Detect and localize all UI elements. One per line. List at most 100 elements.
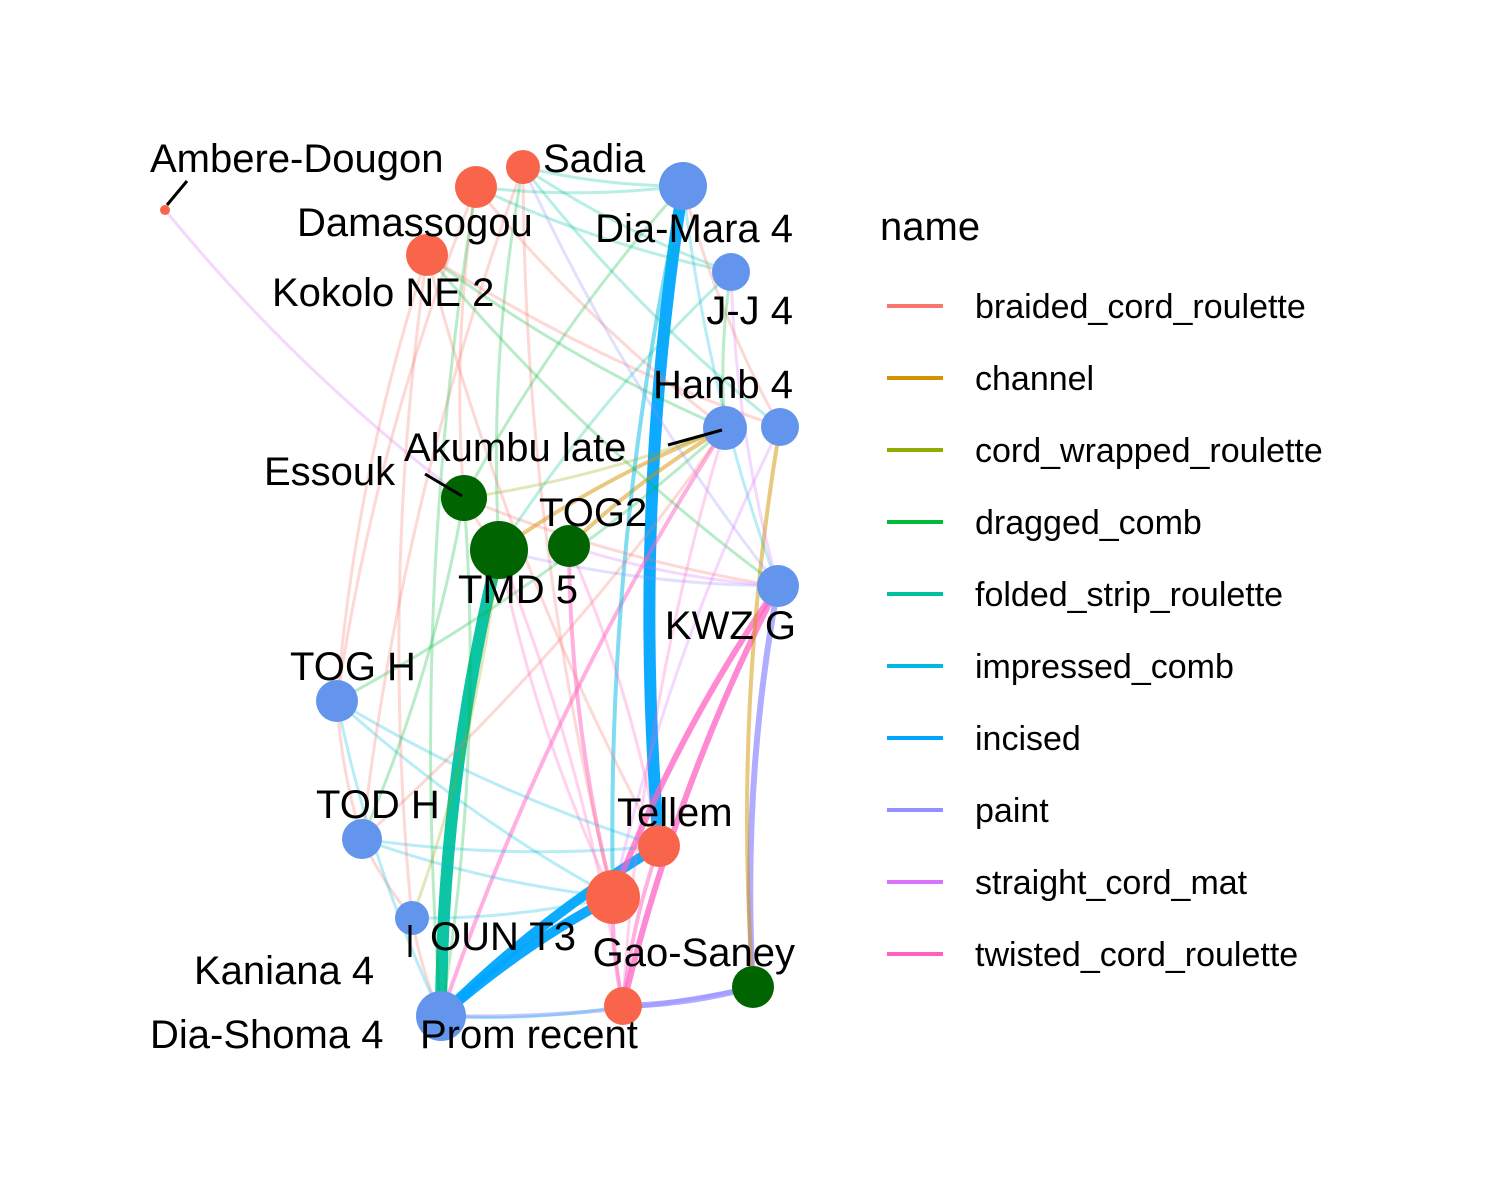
edge-hamb4-oun bbox=[611, 425, 782, 899]
edge-tmd5-oun bbox=[497, 548, 615, 899]
legend-label-folded_strip_roulette: folded_strip_roulette bbox=[975, 576, 1283, 614]
legend-item-impressed_comb: impressed_comb bbox=[887, 648, 1234, 686]
legend-label-dragged_comb: dragged_comb bbox=[975, 504, 1202, 542]
edge-sadia-todh bbox=[360, 165, 525, 841]
edge-damassogou-jj4 bbox=[474, 185, 733, 274]
edge-kokolo-kwzg bbox=[425, 253, 780, 588]
edge-tellem-tog2 bbox=[567, 544, 661, 848]
edge-sadia-tmd5 bbox=[494, 165, 525, 552]
node-diashoma bbox=[416, 991, 466, 1041]
edge-togh-oun bbox=[335, 699, 615, 899]
edge-diashoma-essouk bbox=[439, 496, 472, 1018]
node-akumbu bbox=[703, 406, 747, 450]
node-ambere bbox=[160, 205, 170, 215]
node-kwzg bbox=[757, 565, 799, 607]
edge-todh-tellem bbox=[360, 837, 661, 854]
legend-label-impressed_comb: impressed_comb bbox=[975, 648, 1234, 686]
leader-line-akumbu bbox=[667, 428, 723, 447]
edge-kwzg-oun bbox=[610, 583, 781, 900]
edge-kaniana-tmd5 bbox=[410, 548, 501, 920]
node-label-tmd5: TMD 5 bbox=[458, 568, 578, 612]
node-label-todh: TOD H bbox=[316, 783, 440, 827]
node-kaniana bbox=[395, 901, 429, 935]
edge-kokolo-togh bbox=[335, 253, 429, 703]
legend-label-cord_wrapped_roulette: cord_wrapped_roulette bbox=[975, 432, 1323, 470]
node-label-diashoma: Dia-Shoma 4 bbox=[150, 1013, 383, 1057]
edge-jj4-tmd5 bbox=[497, 270, 733, 552]
node-label-akumbu: Akumbu late bbox=[404, 426, 626, 470]
legend-label-straight_cord_mat: straight_cord_mat bbox=[975, 864, 1248, 902]
node-damassogou bbox=[455, 166, 497, 208]
edge-tmd5-diashoma bbox=[435, 544, 505, 1022]
legend-label-channel: channel bbox=[975, 360, 1094, 398]
edge-akumbu-diashoma bbox=[439, 426, 727, 1018]
edge-sadia-jj4 bbox=[521, 165, 733, 274]
node-label-hamb4: Hamb 4 bbox=[653, 363, 793, 407]
node-tmd5 bbox=[470, 521, 528, 579]
edge-diamara-oun bbox=[610, 184, 685, 899]
node-hamb4 bbox=[761, 408, 799, 446]
node-label-sadia: Sadia bbox=[543, 137, 646, 181]
edge-sadia-kwzg bbox=[521, 165, 780, 588]
edge-diashoma-gaosaney bbox=[439, 985, 755, 1019]
legend-item-dragged_comb: dragged_comb bbox=[887, 504, 1202, 542]
legend-item-channel: channel bbox=[887, 360, 1094, 398]
edge-tog2-kwzg bbox=[567, 544, 780, 588]
edge-damassogou-akumbu bbox=[474, 185, 727, 430]
edge-akumbu-tmd5 bbox=[497, 426, 727, 552]
edge-prom-tmd5 bbox=[497, 548, 625, 1008]
edge-akumbu-prom bbox=[621, 426, 727, 1008]
legend-label-braided_cord_roulette: braided_cord_roulette bbox=[975, 288, 1306, 326]
node-jj4 bbox=[712, 253, 750, 291]
edge-diamara-essouk bbox=[462, 184, 685, 500]
edge-damassogou-diashoma bbox=[429, 185, 478, 1018]
node-label-diamara: Dia-Mara 4 bbox=[595, 207, 793, 251]
node-label-tellem: Tellem bbox=[617, 791, 733, 835]
edge-diamara-hamb4 bbox=[681, 184, 782, 429]
legend-item-folded_strip_roulette: folded_strip_roulette bbox=[887, 576, 1283, 614]
node-label-jj4: J-J 4 bbox=[706, 289, 793, 333]
legend-label-twisted_cord_roulette: twisted_cord_roulette bbox=[975, 936, 1298, 974]
edge-kokolo-kaniana bbox=[397, 253, 429, 920]
legend-item-braided_cord_roulette: braided_cord_roulette bbox=[887, 288, 1306, 326]
nodes-layer bbox=[160, 150, 799, 1041]
node-essouk bbox=[441, 475, 487, 521]
legend-item-cord_wrapped_roulette: cord_wrapped_roulette bbox=[887, 432, 1323, 470]
node-label-ambere: Ambere-Dougon bbox=[150, 137, 444, 181]
edge-kwzg-prom bbox=[620, 583, 781, 1009]
node-label-gaosaney: Gao-Saney bbox=[593, 931, 795, 975]
node-label-kaniana: Kaniana 4 bbox=[194, 949, 374, 993]
legend-title: name bbox=[880, 205, 980, 249]
edge-damassogou-essouk bbox=[458, 185, 478, 500]
node-togh bbox=[316, 680, 358, 722]
node-diamara bbox=[659, 162, 707, 210]
node-tellem bbox=[638, 825, 680, 867]
edge-togh-akumbu bbox=[335, 426, 727, 703]
edge-diamara-kwzg bbox=[681, 184, 780, 588]
node-tog2 bbox=[548, 525, 590, 567]
edge-hamb4-gaosaney bbox=[744, 425, 782, 989]
node-gaosaney bbox=[732, 966, 774, 1008]
edge-akumbu-tog2 bbox=[567, 426, 727, 548]
edge-togh-tellem bbox=[335, 699, 661, 848]
legend-item-incised: incised bbox=[887, 720, 1081, 758]
edge-diamara-tellem bbox=[643, 180, 689, 852]
edge-essouk-kwzg bbox=[462, 496, 780, 588]
legend-label-incised: incised bbox=[975, 720, 1081, 758]
node-label-oun: OUN T3 bbox=[430, 915, 576, 959]
edge-damassogou-diamara bbox=[474, 184, 685, 195]
edge-sadia-hamb4 bbox=[521, 165, 782, 429]
legend-label-paint: paint bbox=[975, 792, 1049, 830]
edge-damassogou-togh bbox=[335, 185, 478, 703]
node-prom bbox=[604, 987, 642, 1025]
edge-todh-essouk bbox=[360, 496, 466, 841]
legend-item-twisted_cord_roulette: twisted_cord_roulette bbox=[887, 936, 1298, 974]
leader-line-ambere bbox=[165, 180, 189, 206]
node-label-prom: Prom recent bbox=[420, 1013, 638, 1057]
node-label-tog2: TOG2 bbox=[539, 491, 647, 535]
